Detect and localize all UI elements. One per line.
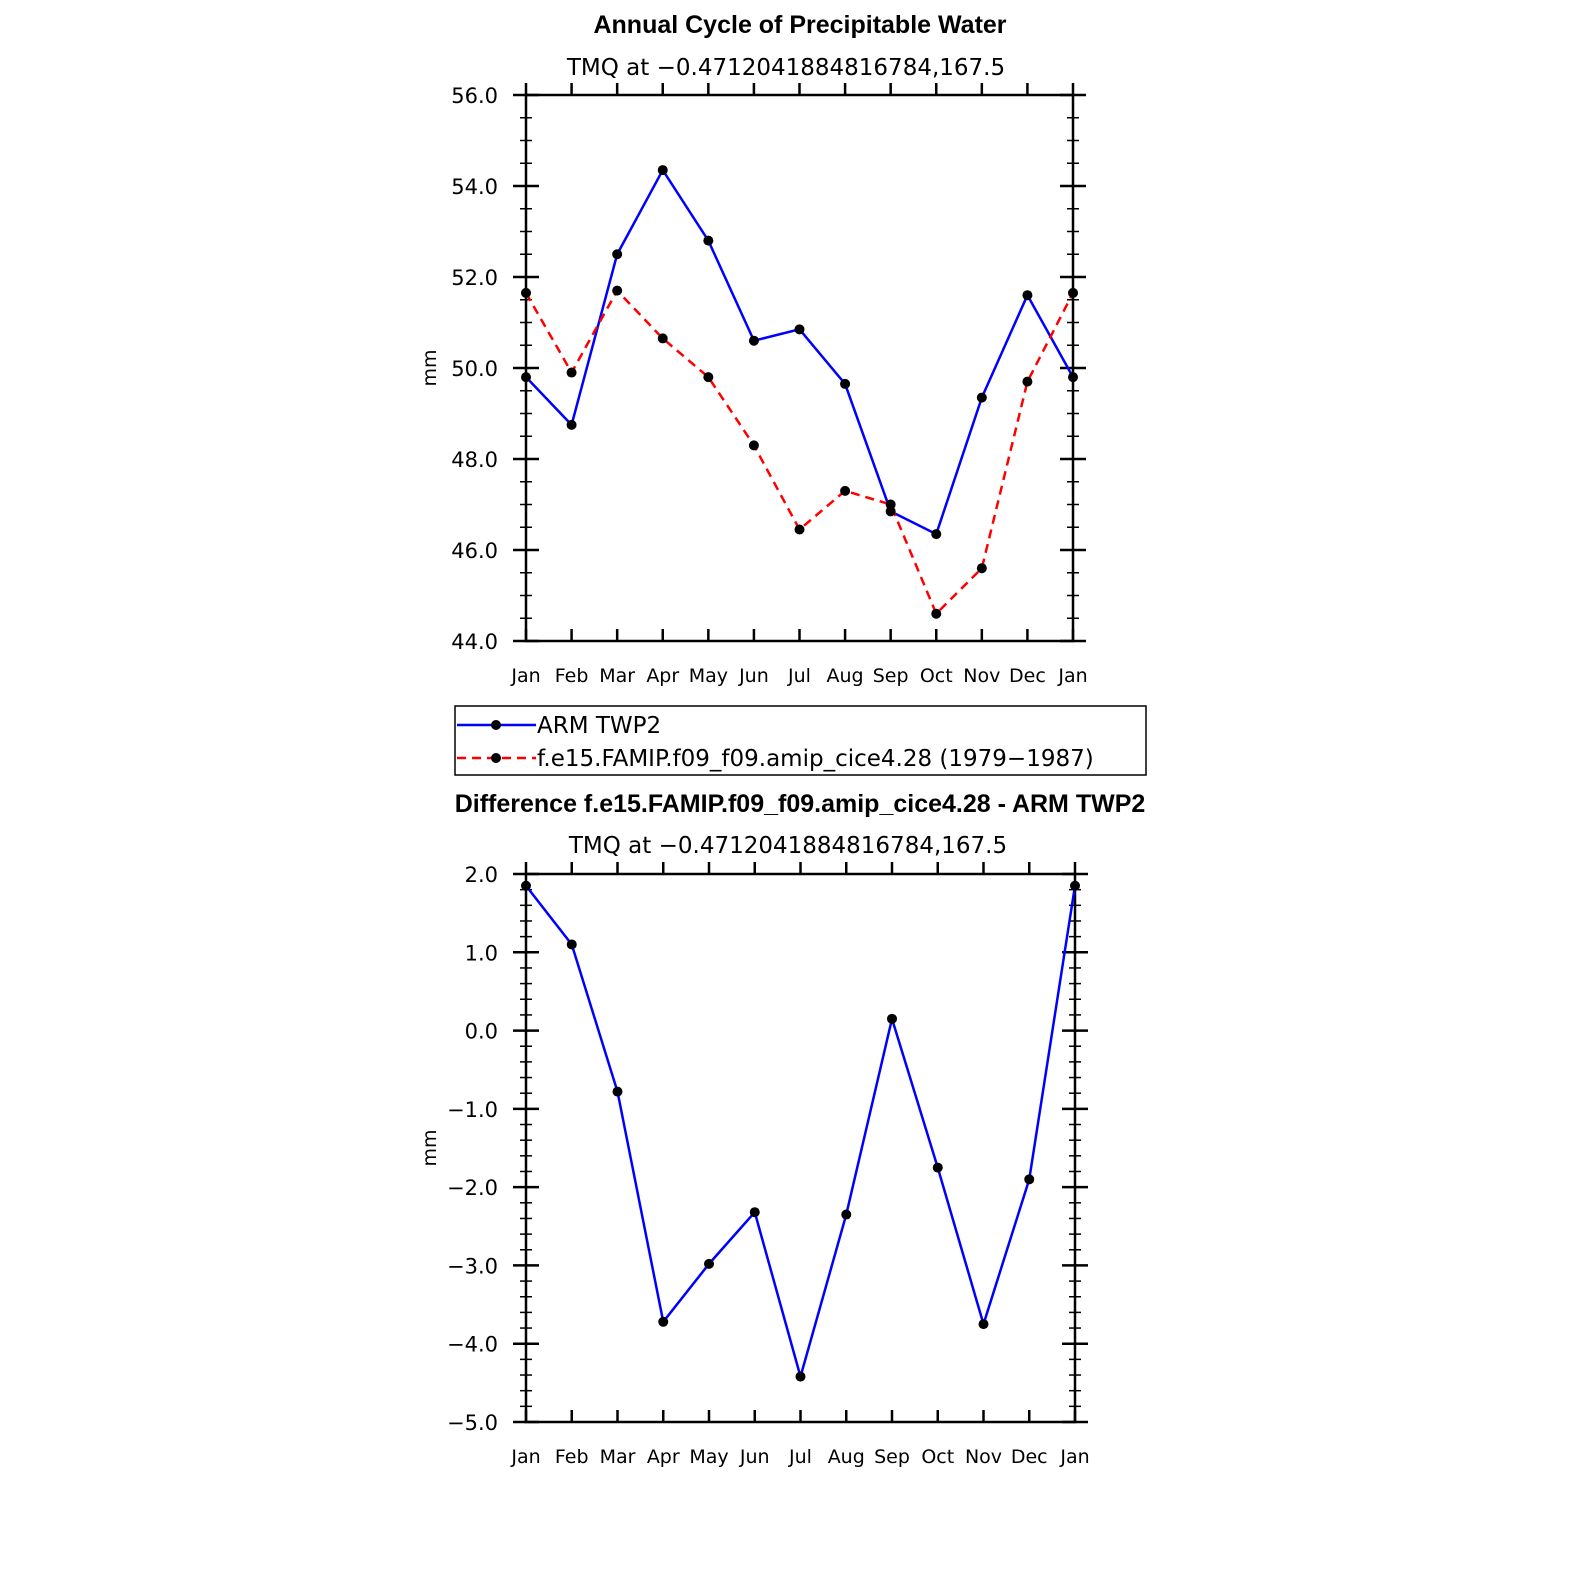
x-tick-label: Mar <box>599 665 635 687</box>
data-point-1 <box>1022 376 1033 387</box>
x-tick-label: Jan <box>1057 665 1087 687</box>
data-point-1 <box>703 372 714 383</box>
chart-subtitle: TMQ at −0.4712041884816784,167.5 <box>568 833 1007 859</box>
x-tick-label: Dec <box>1009 665 1046 687</box>
legend: ARM TWP2 f.e15.FAMIP.f09_f09.amip_cice4.… <box>454 705 1147 776</box>
legend-box <box>454 705 1147 776</box>
series-line-1 <box>524 288 1075 616</box>
data-point-0 <box>658 1316 669 1327</box>
difference-chart: Difference f.e15.FAMIP.f09_f09.amip_cice… <box>419 790 1145 1468</box>
data-point-0 <box>978 1319 989 1330</box>
x-tick-label: Feb <box>555 665 589 687</box>
x-tick-label: Oct <box>920 665 953 687</box>
data-point-1 <box>931 608 942 619</box>
data-point-0 <box>932 1162 943 1173</box>
chart-title: Annual Cycle of Precipitable Water <box>593 11 1006 39</box>
data-point-0 <box>841 1209 852 1220</box>
series-line-0 <box>525 167 1075 536</box>
data-point-1 <box>657 333 668 344</box>
legend-marker-model <box>491 753 501 763</box>
y-tick-label: 48.0 <box>451 448 498 472</box>
data-point-1 <box>840 485 851 496</box>
data-point-0 <box>1022 290 1033 301</box>
y-tick-label: −1.0 <box>447 1098 498 1122</box>
y-tick-label: −2.0 <box>447 1176 498 1200</box>
data-point-0 <box>1070 880 1080 891</box>
chart-subtitle: TMQ at −0.4712041884816784,167.5 <box>566 55 1005 81</box>
y-tick-label: 50.0 <box>451 357 498 381</box>
x-tick-label: Aug <box>828 1446 865 1468</box>
x-tick-label: Jul <box>788 1446 812 1468</box>
y-tick-label: −3.0 <box>447 1254 498 1278</box>
x-tick-label: Mar <box>600 1446 636 1468</box>
data-point-1 <box>794 524 805 535</box>
y-tick-label: 52.0 <box>451 266 498 290</box>
data-point-0 <box>931 529 942 540</box>
data-point-1 <box>885 499 896 510</box>
x-tick-label: Nov <box>965 1446 1002 1468</box>
x-tick-label: Sep <box>874 1446 910 1468</box>
data-point-0 <box>1024 1174 1035 1185</box>
x-tick-label: May <box>689 665 728 687</box>
data-point-0 <box>703 235 714 246</box>
x-tick-label: Dec <box>1011 1446 1048 1468</box>
y-axis-label: mm <box>419 1129 441 1166</box>
data-point-0 <box>794 324 805 335</box>
y-tick-label: 46.0 <box>451 539 498 563</box>
data-point-0 <box>748 335 759 346</box>
data-point-0 <box>566 419 577 430</box>
data-point-0 <box>521 880 531 891</box>
data-point-0 <box>749 1207 760 1218</box>
data-point-1 <box>976 563 987 574</box>
plot-frame <box>524 872 1077 1424</box>
precipitable-water-chart: Annual Cycle of Precipitable Water TMQ a… <box>419 11 1147 776</box>
data-point-1 <box>612 285 623 296</box>
data-point-0 <box>612 1086 623 1097</box>
data-point-0 <box>887 1013 897 1024</box>
y-axis-label: mm <box>419 349 441 386</box>
x-tick-label: May <box>689 1446 728 1468</box>
y-tick-label: 2.0 <box>465 863 498 887</box>
y-tick-label: 44.0 <box>451 630 498 654</box>
data-point-0 <box>704 1258 714 1269</box>
x-tick-label: Oct <box>921 1446 954 1468</box>
data-point-1 <box>1068 287 1078 298</box>
data-point-0 <box>795 1371 806 1382</box>
data-point-1 <box>566 367 577 378</box>
x-tick-label: Aug <box>827 665 864 687</box>
y-tick-label: 0.0 <box>465 1020 498 1044</box>
y-tick-label: 56.0 <box>451 84 498 108</box>
legend-label-model: f.e15.FAMIP.f09_f09.amip_cice4.28 (1979−… <box>537 746 1094 772</box>
y-tick-label: −4.0 <box>447 1333 498 1357</box>
x-tick-label: Sep <box>873 665 909 687</box>
legend-marker-arm <box>491 720 501 730</box>
legend-label-arm: ARM TWP2 <box>537 713 661 739</box>
x-tick-label: Apr <box>646 665 679 687</box>
x-tick-label: Jun <box>738 665 769 687</box>
x-tick-label: Apr <box>647 1446 680 1468</box>
data-point-0 <box>521 372 531 383</box>
x-tick-label: Nov <box>963 665 1000 687</box>
data-point-1 <box>521 287 531 298</box>
series-line-0 <box>525 884 1077 1382</box>
y-tick-label: −5.0 <box>447 1411 498 1435</box>
x-tick-label: Jun <box>739 1446 770 1468</box>
data-point-0 <box>566 939 577 950</box>
data-point-0 <box>976 392 987 403</box>
x-tick-label: Feb <box>555 1446 589 1468</box>
chart-title: Difference f.e15.FAMIP.f09_f09.amip_cice… <box>455 790 1146 818</box>
x-tick-label: Jan <box>510 1446 540 1468</box>
data-point-0 <box>1068 372 1078 383</box>
x-tick-label: Jan <box>510 665 540 687</box>
plot-frame <box>524 93 1075 643</box>
x-tick-label: Jan <box>1059 1446 1089 1468</box>
data-point-0 <box>840 378 851 389</box>
data-point-0 <box>657 165 668 176</box>
x-tick-label: Jul <box>787 665 811 687</box>
data-point-0 <box>612 249 623 260</box>
y-tick-label: 54.0 <box>451 175 498 199</box>
data-point-1 <box>748 440 759 451</box>
y-tick-label: 1.0 <box>465 941 498 965</box>
